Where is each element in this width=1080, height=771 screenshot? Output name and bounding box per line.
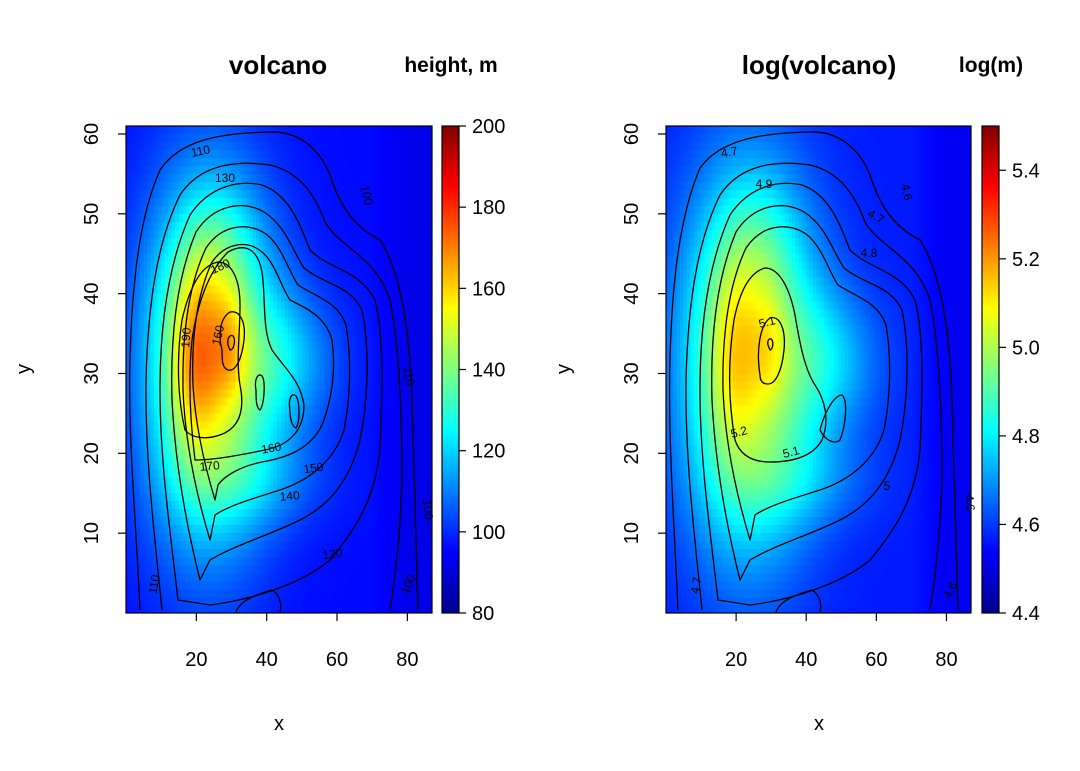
contour-label: 190: [178, 327, 194, 348]
y-axis-label: y: [553, 364, 575, 374]
axes-volcano: 20 40 60 80 10 20 30 40 50 60: [81, 123, 419, 671]
y-tick-label: 20: [621, 442, 643, 464]
x-tick-label: 80: [935, 649, 957, 671]
x-tick-label: 60: [326, 649, 348, 671]
colorbar-tick-label: 5.4: [1012, 160, 1040, 182]
contour-label: 100: [420, 499, 436, 520]
colorbar-tick-label: 120: [472, 441, 505, 463]
contour-label: 140: [279, 488, 300, 504]
contour-labels-volcano: 110 130 180 190 160 160 170 150 140 120 …: [146, 142, 436, 596]
contour-label: 130: [215, 171, 235, 185]
contour-label: 110: [190, 142, 212, 160]
contour-label: 4.8: [861, 246, 878, 260]
contour-label: 100: [358, 184, 376, 207]
contour-labels-log-volcano: 4.7 4.9 4.6 4.7 4.8 5.1 5.2 5.1 5 4.6 4.…: [688, 144, 978, 601]
contour-label: 5.1: [757, 313, 777, 331]
colorbar-title: log(m): [959, 54, 1023, 77]
x-tick-label: 40: [795, 649, 817, 671]
y-tick-label: 30: [81, 362, 103, 384]
contour-label: 5: [884, 479, 891, 493]
y-tick-label: 40: [621, 283, 643, 305]
colorbar-axis-volcano: 80 100 120 140 160 180 200: [459, 116, 505, 625]
contour-label: 4.7: [688, 576, 705, 595]
x-tick-label: 60: [865, 649, 887, 671]
contour-lines-volcano: [129, 131, 419, 613]
x-tick-label: 20: [185, 649, 207, 671]
contour-label: 4.7: [720, 144, 739, 161]
contour-label: 170: [199, 458, 220, 474]
colorbar: [441, 125, 460, 614]
plot-frame: [125, 125, 433, 614]
contour-label: 4.9: [756, 177, 773, 191]
colorbar-tick-label: 180: [472, 197, 505, 219]
chart-title: log(volcano): [742, 50, 897, 80]
y-tick-label: 50: [621, 203, 643, 225]
colorbar-tick-label: 80: [472, 603, 494, 625]
y-tick-label: 10: [621, 522, 643, 544]
colorbar-axis-log-volcano: 4.4 4.6 4.8 5.0 5.2 5.4: [999, 160, 1040, 625]
chart-panel-volcano: 110 130 180 190 160 160 170 150 140 120 …: [13, 50, 505, 735]
colorbar-tick-label: 4.4: [1012, 603, 1040, 625]
heatmap-image-log-volcano: [666, 126, 971, 613]
colorbar-tick-label: 200: [472, 116, 505, 138]
contour-label: 120: [322, 546, 344, 563]
contour-label: 160: [209, 324, 227, 347]
contour-label: 4.6: [941, 579, 961, 600]
x-tick-label: 40: [256, 649, 278, 671]
contour-label: 5.1: [781, 443, 801, 461]
y-tick-label: 20: [81, 442, 103, 464]
chart-title: volcano: [229, 50, 327, 80]
colorbar-tick-label: 5.2: [1012, 249, 1040, 271]
colorbar: [981, 125, 1000, 614]
heatmap-image-volcano: [126, 126, 432, 613]
y-tick-label: 40: [81, 283, 103, 305]
colorbar-tick-label: 140: [472, 360, 505, 382]
contour-lines-log-volcano: [668, 131, 959, 613]
x-tick-label: 20: [725, 649, 747, 671]
y-axis-label: y: [13, 364, 35, 374]
y-tick-label: 10: [81, 522, 103, 544]
plot-frame: [665, 125, 972, 614]
y-tick-label: 60: [621, 123, 643, 145]
y-tick-label: 30: [621, 362, 643, 384]
chart-panel-log-volcano: 4.7 4.9 4.6 4.7 4.8 5.1 5.2 5.1 5 4.6 4.…: [553, 50, 1040, 735]
colorbar-tick-label: 100: [472, 522, 505, 544]
colorbar-tick-label: 5.0: [1012, 337, 1040, 359]
x-axis-label: x: [274, 713, 284, 735]
colorbar-tick-label: 4.8: [1012, 426, 1040, 448]
colorbar-tick-label: 160: [472, 278, 505, 300]
colorbar-title: height, m: [404, 54, 497, 77]
contour-label: 110: [146, 573, 163, 595]
contour-label: 110: [400, 365, 418, 387]
colorbar-tick-label: 4.6: [1012, 514, 1040, 536]
x-axis-label: x: [814, 713, 824, 735]
x-tick-label: 80: [396, 649, 418, 671]
contour-label: 160: [260, 439, 282, 456]
axes-log-volcano: 20 40 60 80 10 20 30 40 50 60: [621, 123, 958, 671]
y-tick-label: 50: [81, 203, 103, 225]
y-tick-label: 60: [81, 123, 103, 145]
contour-label: 5.2: [729, 423, 749, 441]
contour-label: 4.6: [962, 494, 977, 512]
contour-label: 150: [303, 460, 325, 477]
contour-label: 4.6: [898, 183, 915, 203]
